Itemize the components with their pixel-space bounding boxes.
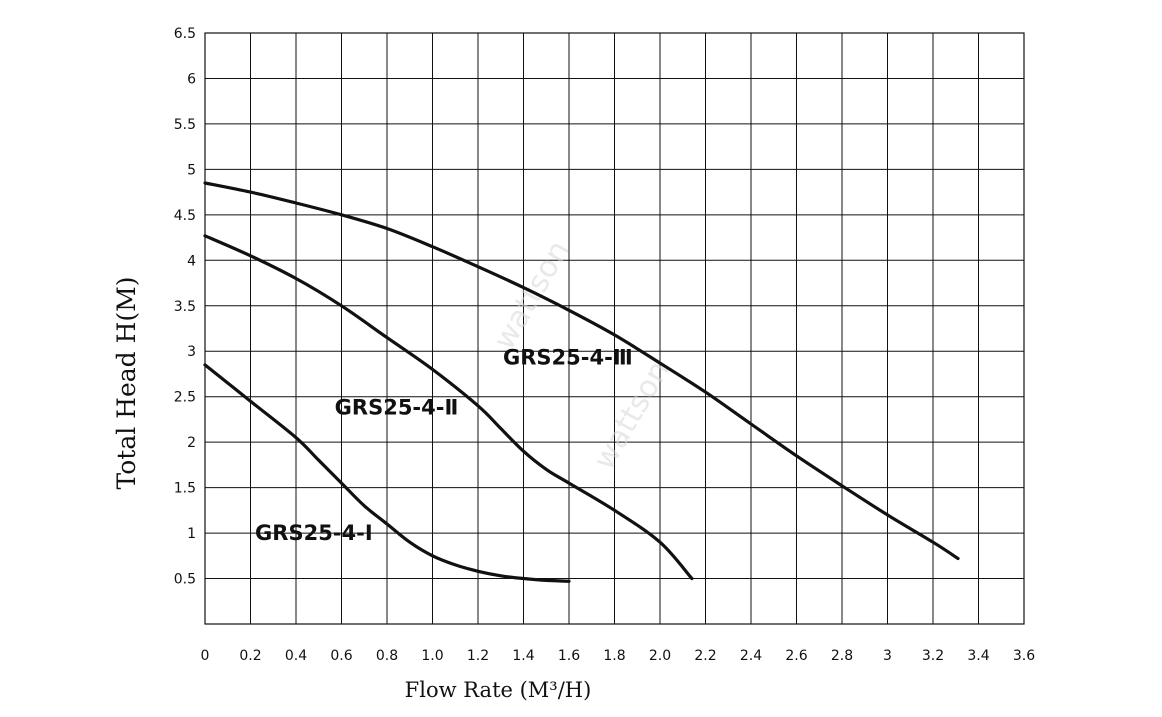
x-tick-label: 2.4 — [740, 648, 762, 664]
x-tick-label: 3.4 — [967, 648, 989, 664]
x-tick-label: 1.4 — [512, 648, 534, 664]
y-tick-label: 5 — [187, 162, 196, 178]
y-tick-label: 2 — [187, 435, 196, 451]
series-curves — [203, 181, 960, 583]
grid — [204, 32, 1025, 625]
x-tick-label: 2.0 — [649, 648, 671, 664]
y-axis-title: Total Head H(M) — [112, 276, 141, 489]
x-tick-label: 2.2 — [694, 648, 716, 664]
x-tick-label: 2.8 — [831, 648, 853, 664]
x-tick-label: 0.6 — [330, 648, 352, 664]
watermark-text: wattson — [487, 235, 577, 356]
y-tick-label: 4 — [187, 253, 196, 269]
x-tick-label: 1.2 — [467, 648, 489, 664]
x-tick-label: 1.0 — [421, 648, 443, 664]
x-tick-label: 3.2 — [922, 648, 944, 664]
series-curve-1 — [203, 363, 571, 583]
x-tick-label: 0.2 — [239, 648, 261, 664]
y-tick-label: 1 — [187, 526, 196, 542]
x-tick-label: 1.6 — [558, 648, 580, 664]
series-curve-2 — [203, 234, 694, 581]
x-tick-label: 2.6 — [785, 648, 807, 664]
y-tick-label: 6 — [187, 71, 196, 87]
series-label: GRS25-4-Ⅰ — [255, 521, 373, 545]
y-tick-labels: 0.5 1 1.5 2 2.5 3 3.5 4 4.5 5 5.5 6 6.5 — [174, 26, 196, 588]
x-tick-label: 3.6 — [1013, 648, 1035, 664]
x-tick-labels: 0 0.2 0.4 0.6 0.8 1.0 1.2 1.4 1.6 1.8 2.0 2.2 2.4 2.6… — [201, 648, 1036, 664]
x-tick-label: 0.4 — [285, 648, 307, 664]
x-axis-title: Flow Rate (M³/H) — [405, 678, 592, 702]
y-tick-label: 4.5 — [174, 208, 196, 224]
y-tick-label: 3 — [187, 344, 196, 360]
x-tick-label: 0.8 — [376, 648, 398, 664]
watermark-text: wattson — [587, 355, 677, 476]
x-tick-label: 1.8 — [603, 648, 625, 664]
y-tick-label: 6.5 — [174, 26, 196, 42]
series-label: GRS25-4-Ⅱ — [335, 396, 459, 420]
series-curve-3 — [203, 181, 960, 561]
x-tick-label: 3 — [883, 648, 892, 664]
y-tick-label: 1.5 — [174, 481, 196, 497]
y-tick-label: 0.5 — [174, 572, 196, 588]
plot-frame — [204, 32, 1025, 625]
series-label: GRS25-4-Ⅲ — [503, 346, 633, 370]
y-tick-label: 2.5 — [174, 390, 196, 406]
y-tick-label: 3.5 — [174, 299, 196, 315]
series-annotations: GRS25-4-Ⅰ GRS25-4-Ⅱ GRS25-4-Ⅲ — [255, 346, 633, 545]
y-tick-label: 5.5 — [174, 117, 196, 133]
x-tick-label: 0 — [201, 648, 210, 664]
